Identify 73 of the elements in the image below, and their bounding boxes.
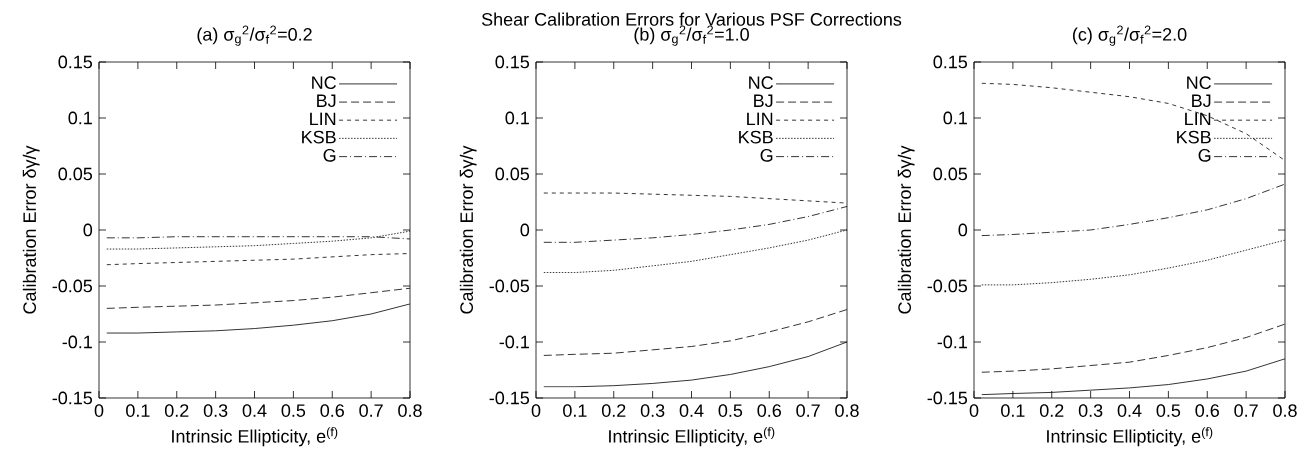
legend-label: KSB <box>1177 130 1211 144</box>
x-axis-title: Intrinsic Ellipticity, e$^{(f)}$ <box>1047 427 1213 447</box>
legend-label: LIN <box>1185 112 1211 126</box>
y-tick-label: 0 <box>520 223 530 237</box>
y-tick-label: -0.15 <box>489 391 530 405</box>
x-tick-label: 0.6 <box>1195 404 1219 417</box>
x-tick-label: 0.5 <box>281 404 306 417</box>
chart-title: Shear Calibration Errors for Various PSF Corrections <box>481 12 902 26</box>
x-tick-label: 0.4 <box>679 404 704 417</box>
y-tick-label: 0.15 <box>495 55 530 69</box>
x-tick-label: 0.7 <box>796 404 820 417</box>
legend-label: KSB <box>739 130 773 144</box>
x-tick-label: 0.1 <box>563 404 587 417</box>
y-tick-label: 0.1 <box>68 111 92 125</box>
x-tick-label: 0.8 <box>398 404 422 417</box>
x-tick-label: 0.3 <box>640 404 665 417</box>
x-tick-label: 0.8 <box>835 404 859 417</box>
y-tick-label: 0 <box>958 223 968 237</box>
legend-label: LIN <box>310 112 336 126</box>
chart-title: (c) σ$_{g}$$^{2}$/σ$_{f}$$^{2}$=2.0 <box>1072 25 1187 46</box>
legend-label: KSB <box>302 130 336 144</box>
chart-title: (a) σ$_{g}$$^{2}$/σ$_{f}$$^{2}$=0.2 <box>197 25 312 46</box>
x-tick-label: 0.6 <box>320 404 344 417</box>
x-tick-label: 0 <box>969 404 979 417</box>
legend-label: G <box>760 148 773 162</box>
x-tick-label: 0 <box>531 404 541 417</box>
legend-label: G <box>323 148 336 162</box>
legend-label: NC <box>1187 76 1211 90</box>
y-tick-label: -0.15 <box>927 391 968 405</box>
y-tick-label: 0.15 <box>58 55 93 69</box>
y-tick-label: -0.1 <box>62 335 92 349</box>
x-tick-label: 0.1 <box>1001 404 1025 417</box>
x-axis-title: Intrinsic Ellipticity, e$^{(f)}$ <box>172 427 338 447</box>
x-tick-label: 0 <box>94 404 104 417</box>
chart-subtitle: (b) σ$_{g}$$^{2}$/σ$_{f}$$^{2}$=1.0 <box>634 25 749 46</box>
x-tick-label: 0.4 <box>242 404 267 417</box>
x-tick-label: 0.7 <box>1234 404 1258 417</box>
x-tick-label: 0.1 <box>126 404 150 417</box>
y-axis-title: Calibration Error δγ/γ <box>22 145 40 314</box>
x-tick-label: 0.2 <box>1039 404 1064 417</box>
x-tick-label: 0.7 <box>359 404 383 417</box>
y-tick-label: 0.05 <box>933 167 968 181</box>
x-tick-label: 0.6 <box>757 404 781 417</box>
legend-label: LIN <box>747 112 773 126</box>
legend-label: BJ <box>317 94 336 108</box>
y-tick-label: 0.1 <box>943 111 967 125</box>
y-axis-title: Calibration Error δγ/γ <box>897 145 915 314</box>
x-tick-label: 0.3 <box>203 404 228 417</box>
y-tick-label: 0 <box>83 223 93 237</box>
x-axis-title: Intrinsic Ellipticity, e$^{(f)}$ <box>609 427 775 447</box>
x-tick-label: 0.2 <box>601 404 626 417</box>
legend-label: BJ <box>1192 94 1211 108</box>
x-tick-label: 0.3 <box>1078 404 1103 417</box>
x-tick-label: 0.2 <box>164 404 189 417</box>
y-axis-title: Calibration Error δγ/γ <box>459 145 477 314</box>
x-tick-label: 0.8 <box>1273 404 1297 417</box>
y-tick-label: -0.1 <box>499 335 529 349</box>
y-tick-label: -0.05 <box>52 279 93 293</box>
y-tick-label: -0.05 <box>489 279 530 293</box>
y-tick-label: 0.05 <box>58 167 93 181</box>
y-tick-label: -0.1 <box>937 335 967 349</box>
legend-label: NC <box>749 76 773 90</box>
y-tick-label: 0.1 <box>505 111 529 125</box>
x-tick-label: 0.5 <box>718 404 743 417</box>
x-tick-label: 0.4 <box>1117 404 1142 417</box>
legend-label: G <box>1198 148 1211 162</box>
y-tick-label: -0.05 <box>927 279 968 293</box>
y-tick-label: 0.15 <box>933 55 968 69</box>
x-tick-label: 0.5 <box>1156 404 1181 417</box>
legend-label: NC <box>312 76 336 90</box>
legend-label: BJ <box>754 94 773 108</box>
y-tick-label: 0.05 <box>495 167 530 181</box>
y-tick-label: -0.15 <box>52 391 93 405</box>
